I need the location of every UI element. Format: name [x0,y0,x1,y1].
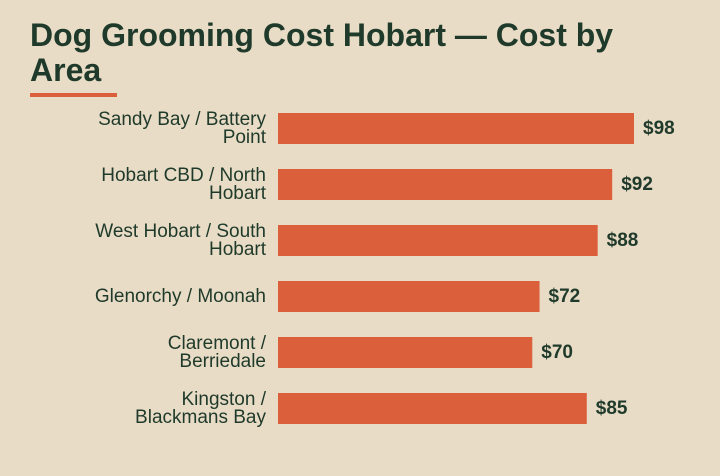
category-label: Glenorchy / Moonah [95,286,266,307]
bar [278,281,540,312]
bar-value-label: $98 [643,118,675,139]
bar-value-label: $88 [607,230,639,251]
bar [278,393,587,424]
title-underline [30,93,117,97]
chart-title: Dog Grooming Cost Hobart — Cost by Area [30,17,614,88]
bar-value-label: $70 [541,342,573,363]
bar [278,169,613,200]
category-label: Hobart CBD / North Hobart [101,165,266,204]
bar [278,113,634,144]
bar [278,225,598,256]
category-label: Claremont / Berriedale [168,333,267,372]
bar [278,337,533,368]
category-label: Kingston / Blackmans Bay [135,389,267,428]
bar-value-label: $92 [621,174,653,195]
bar-value-label: $72 [549,286,581,307]
category-label: West Hobart / South Hobart [95,221,266,260]
bar-value-label: $85 [596,398,628,419]
category-label: Sandy Bay / Battery Point [98,109,267,148]
